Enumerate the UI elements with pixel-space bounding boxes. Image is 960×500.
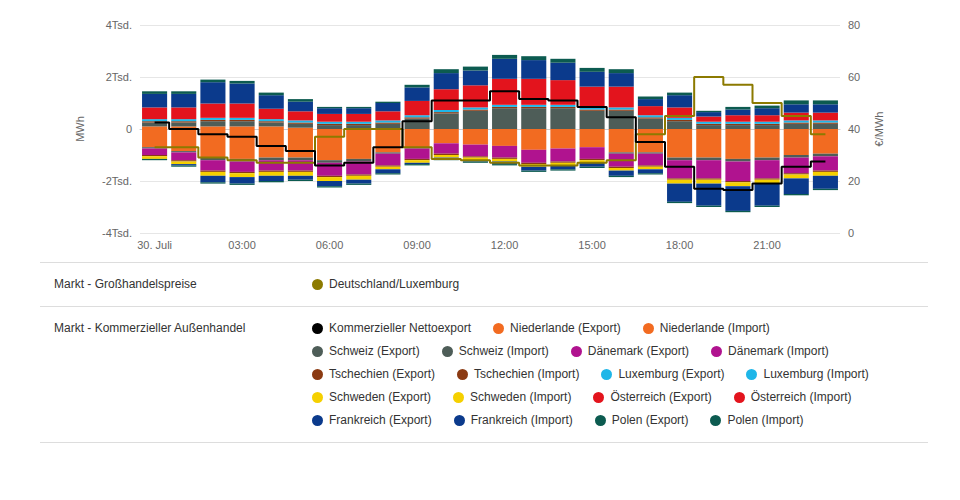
- html-text:Markt - Großhandelspreise: Markt - Großhandelspreise: [54, 277, 197, 291]
- svg-text:18:00: 18:00: [666, 239, 694, 251]
- html-text:Luxemburg (Export): Luxemburg (Export): [618, 367, 725, 381]
- svg-text:20: 20: [848, 175, 860, 187]
- svg-text:80: 80: [848, 19, 860, 31]
- svg-text:2Tsd.: 2Tsd.: [106, 71, 132, 83]
- svg-text:06:00: 06:00: [316, 239, 344, 251]
- svg-text:09:00: 09:00: [403, 239, 431, 251]
- html-text:Schweden (Export): Schweden (Export): [329, 390, 431, 404]
- html-text:Markt - Kommerzieller Außenhan: Markt - Kommerzieller Außenhandel: [54, 321, 246, 335]
- svg-text:€/MWh: €/MWh: [873, 112, 885, 147]
- html-text:Dänemark (Import): Dänemark (Import): [728, 344, 829, 358]
- svg-text:15:00: 15:00: [578, 239, 606, 251]
- html-text:Tschechien (Import): Tschechien (Import): [474, 367, 580, 381]
- svg-text:30. Juli: 30. Juli: [137, 239, 172, 251]
- html-text:Polen (Import): Polen (Import): [727, 413, 804, 427]
- html-text:Österreich (Import): Österreich (Import): [750, 390, 852, 404]
- svg-text:4Tsd.: 4Tsd.: [106, 19, 132, 31]
- html-text:Schweiz (Export): Schweiz (Export): [329, 344, 420, 358]
- html-text:Frankreich (Export): Frankreich (Export): [329, 413, 432, 427]
- svg-text:60: 60: [848, 71, 860, 83]
- html-text:Niederlande (Import): Niederlande (Import): [659, 321, 770, 335]
- html-text:Polen (Export): Polen (Export): [611, 413, 689, 427]
- html-text:Schweden (Import): Schweden (Import): [470, 390, 572, 404]
- html-text:Tschechien (Export): Tschechien (Export): [329, 367, 435, 381]
- svg-text:MWh: MWh: [74, 116, 86, 142]
- html-text:Österreich (Export): Österreich (Export): [610, 390, 712, 404]
- svg-text:21:00: 21:00: [753, 239, 781, 251]
- html-text:Schweiz (Import): Schweiz (Import): [458, 344, 549, 358]
- svg-text:40: 40: [848, 123, 860, 135]
- html-text:Dänemark (Export): Dänemark (Export): [587, 344, 690, 358]
- svg-text:0: 0: [848, 227, 854, 239]
- html-text:Deutschland/Luxemburg: Deutschland/Luxemburg: [329, 277, 460, 291]
- html-text:Luxemburg (Import): Luxemburg (Import): [763, 367, 869, 381]
- html-text:Frankreich (Import): Frankreich (Import): [470, 413, 573, 427]
- html-text:Niederlande (Export): Niederlande (Export): [510, 321, 621, 335]
- svg-text:12:00: 12:00: [491, 239, 519, 251]
- svg-text:-4Tsd.: -4Tsd.: [102, 227, 132, 239]
- svg-text:0: 0: [126, 123, 132, 135]
- svg-text:-2Tsd.: -2Tsd.: [102, 175, 132, 187]
- svg-text:03:00: 03:00: [228, 239, 256, 251]
- html-text:Kommerzieller Nettoexport: Kommerzieller Nettoexport: [329, 321, 472, 335]
